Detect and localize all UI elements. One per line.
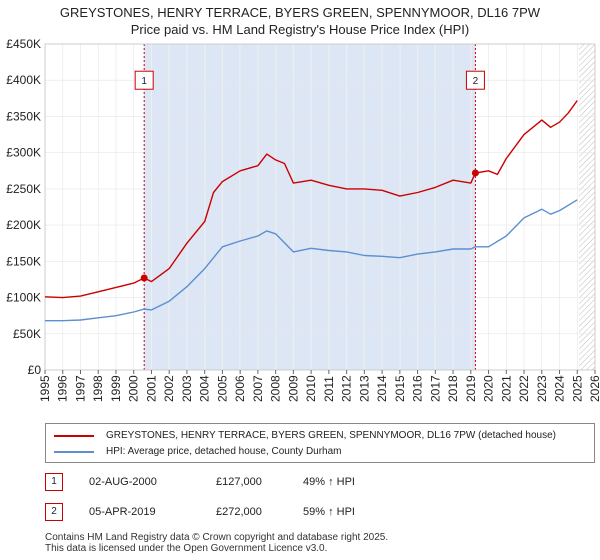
x-tick-label: 2023 [535, 375, 549, 402]
x-tick-label: 2011 [322, 376, 336, 402]
sale-label-text: 1 [141, 76, 147, 87]
legend-swatch-property [54, 435, 94, 437]
x-tick-label: 2003 [180, 375, 194, 402]
y-tick-label: £350K [6, 109, 41, 123]
x-tick-label: 2006 [233, 375, 247, 402]
x-tick-label: 2010 [304, 375, 318, 402]
x-tick-label: 2022 [517, 375, 531, 402]
y-tick-label: £150K [6, 254, 41, 268]
x-tick-label: 2025 [570, 375, 584, 402]
sale-badge: 1 [45, 473, 63, 491]
x-tick-label: 1999 [109, 375, 123, 402]
x-tick-label: 2016 [411, 375, 425, 402]
x-tick-label: 2012 [340, 375, 354, 402]
x-tick-label: 2008 [269, 375, 283, 402]
sale-label-text: 2 [473, 76, 479, 87]
x-tick-label: 2009 [286, 375, 300, 402]
y-tick-label: £450K [6, 37, 41, 51]
x-tick-label: 2002 [162, 375, 176, 402]
sale-price: £272,000 [216, 506, 262, 518]
future-hatch [579, 44, 595, 370]
sale-point [140, 274, 148, 282]
legend-label-hpi: HPI: Average price, detached house, Coun… [106, 446, 342, 457]
chart-subtitle: Price paid vs. HM Land Registry's House … [130, 22, 470, 37]
x-tick-label: 2017 [428, 375, 442, 402]
y-tick-label: £0 [28, 363, 42, 377]
sale-row-2: 2 05-APR-2019 £272,000 59% ↑ HPI [45, 503, 595, 521]
x-tick-label: 2021 [499, 375, 513, 402]
x-tick-label: 2019 [464, 375, 478, 402]
series-line-hpi [45, 199, 578, 322]
x-tick-label: 1997 [73, 375, 87, 402]
x-tick-label: 2007 [251, 375, 265, 402]
x-tick-label: 2000 [127, 375, 141, 402]
y-tick-label: £400K [6, 73, 41, 87]
y-tick-label: £300K [6, 146, 41, 160]
sale-label-box [465, 70, 485, 90]
y-tick-label: £50K [13, 327, 41, 341]
sale-date: 02-AUG-2000 [89, 476, 157, 488]
x-tick-label: 2013 [357, 375, 371, 402]
y-tick-label: £200K [6, 218, 41, 232]
x-tick-label: 2026 [588, 375, 600, 402]
chart-title: GREYSTONES, HENRY TERRACE, BYERS GREEN, … [59, 5, 541, 20]
price-chart: £0 £50K £100K £150K £200K £250K £300K £350K £400… [6, 37, 600, 402]
x-tick-label: 1998 [91, 375, 105, 402]
footer: Contains HM Land Registry data © Crown c… [45, 532, 388, 554]
sale-price: £127,000 [216, 476, 262, 488]
footer-line-1: Contains HM Land Registry data © Crown c… [45, 532, 389, 543]
x-tick-label: 2005 [215, 375, 229, 402]
plot-frame [44, 43, 596, 371]
legend-item-hpi: HPI: Average price, detached house, Coun… [54, 445, 342, 459]
sale-point [471, 169, 479, 177]
x-tick-label: 2020 [482, 375, 496, 402]
legend-item-property: GREYSTONES, HENRY TERRACE, BYERS GREEN, … [54, 429, 556, 443]
x-tick-label: 2015 [393, 375, 407, 402]
x-tick-label: 1995 [38, 375, 52, 402]
sale-row-1: 1 02-AUG-2000 £127,000 49% ↑ HPI [45, 473, 595, 491]
x-tick-label: 2014 [375, 375, 389, 402]
y-tick-label: £250K [6, 182, 41, 196]
footer-line-2: This data is licensed under the Open Gov… [45, 543, 328, 554]
sale-hpi: 59% ↑ HPI [303, 506, 355, 518]
x-tick-label: 1996 [56, 375, 70, 402]
x-tick-label: 2004 [198, 375, 212, 402]
sale-badge: 2 [45, 503, 63, 521]
legend-swatch-hpi [54, 451, 94, 453]
x-tick-label: 2018 [446, 375, 460, 402]
x-tick-label: 2024 [553, 375, 567, 402]
sale-hpi: 49% ↑ HPI [303, 476, 355, 488]
chart-legend: GREYSTONES, HENRY TERRACE, BYERS GREEN, … [45, 423, 595, 463]
sale-date: 05-APR-2019 [89, 506, 156, 518]
y-tick-label: £100K [6, 291, 41, 305]
x-tick-label: 2001 [144, 375, 158, 402]
legend-label-property: GREYSTONES, HENRY TERRACE, BYERS GREEN, … [106, 430, 556, 441]
ownership-shade [144, 44, 476, 370]
sale-label-box [134, 70, 154, 90]
